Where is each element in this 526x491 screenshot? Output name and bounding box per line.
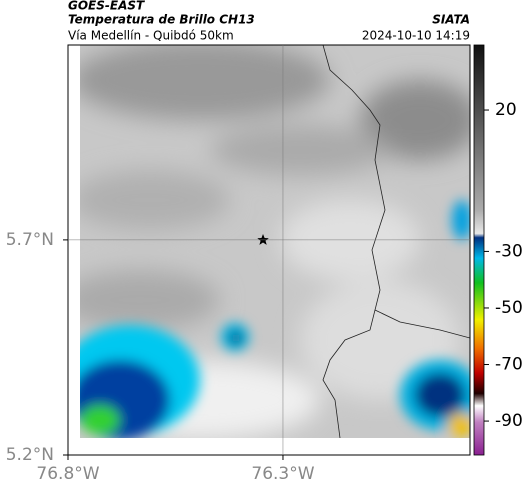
colorbar-tick-label: 20 — [495, 100, 517, 120]
title: Temperatura de Brillo CH13 — [68, 13, 255, 27]
colorbar — [473, 44, 485, 456]
x-tick-label: 76.8°W — [36, 464, 99, 484]
agency: SIATA — [432, 13, 470, 27]
x-tick-label: 76.3°W — [251, 464, 314, 484]
colorbar-tick-label: -50 — [495, 298, 523, 318]
source: GOES-EAST — [68, 0, 145, 13]
colorbar-tick-label: -30 — [495, 241, 523, 261]
satellite-image — [80, 45, 470, 438]
colorbar-tick-label: -90 — [495, 411, 523, 431]
colorbar-tick-label: -70 — [495, 355, 523, 375]
map-frame — [67, 44, 471, 456]
y-tick-label: 5.7°N — [6, 230, 54, 250]
datetime: 2024-10-10 14:19 — [362, 29, 470, 43]
route: Vía Medellín - Quibdó 50km — [68, 29, 234, 43]
y-tick-label: 5.2°N — [6, 445, 54, 465]
location-star — [257, 234, 269, 245]
